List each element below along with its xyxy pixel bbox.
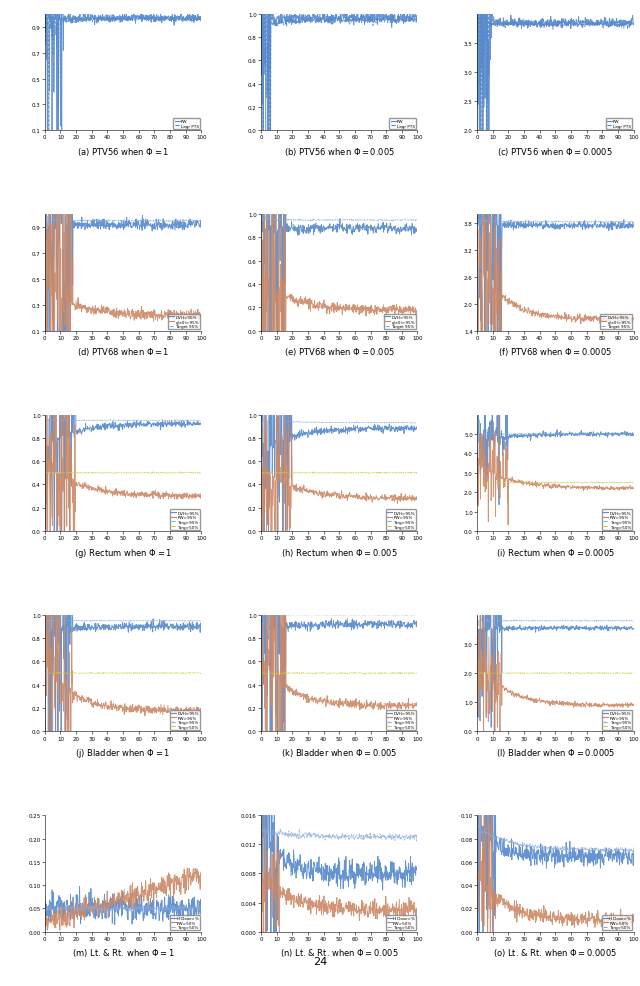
X-axis label: (i) Rectum when $\Phi = 0.0005$: (i) Rectum when $\Phi = 0.0005$: [496, 546, 615, 558]
X-axis label: (e) PTV68 when $\Phi = 0.005$: (e) PTV68 when $\Phi = 0.005$: [284, 346, 395, 358]
X-axis label: (o) Lt. & Rt. when $\Phi = 0.0005$: (o) Lt. & Rt. when $\Phi = 0.0005$: [493, 947, 617, 958]
Legend: H Dose>%, PW>50%, Targ>50%: H Dose>%, PW>50%, Targ>50%: [170, 915, 200, 931]
Legend: DVH>95%, PW>95%, Targ>95%, Targ>50%: DVH>95%, PW>95%, Targ>95%, Targ>50%: [386, 510, 416, 530]
Legend: DVH>95%, PW>95%, Targ>95%, Targ>50%: DVH>95%, PW>95%, Targ>95%, Targ>50%: [602, 510, 632, 530]
X-axis label: (d) PTV68 when $\Phi = 1$: (d) PTV68 when $\Phi = 1$: [77, 346, 170, 358]
X-axis label: (k) Bladder when $\Phi = 0.005$: (k) Bladder when $\Phi = 0.005$: [281, 746, 397, 758]
Legend: H Dose>%, PW>50%, Targ>50%: H Dose>%, PW>50%, Targ>50%: [602, 915, 632, 931]
Legend: DVH>95%, PW>95%, Targ>95%, Targ>50%: DVH>95%, PW>95%, Targ>95%, Targ>50%: [386, 710, 416, 731]
Legend: H Dose>%, PW>50%, Targ>50%: H Dose>%, PW>50%, Targ>50%: [386, 915, 416, 931]
X-axis label: (m) Lt. & Rt. when $\Phi = 1$: (m) Lt. & Rt. when $\Phi = 1$: [72, 947, 175, 958]
Legend: DVH>95%, g(x0)>95%, Target 95%: DVH>95%, g(x0)>95%, Target 95%: [600, 315, 632, 330]
X-axis label: (n) Lt. & Rt. when $\Phi = 0.005$: (n) Lt. & Rt. when $\Phi = 0.005$: [280, 947, 399, 958]
Legend: PW, Lagr PTS: PW, Lagr PTS: [390, 118, 416, 130]
Legend: DVH>95%, PW>95%, Targ>95%, Targ>50%: DVH>95%, PW>95%, Targ>95%, Targ>50%: [170, 710, 200, 731]
Legend: DVH>95%, g(x0)>95%, Target 95%: DVH>95%, g(x0)>95%, Target 95%: [384, 315, 416, 330]
X-axis label: (c) PTV56 when $\Phi = 0.0005$: (c) PTV56 when $\Phi = 0.0005$: [497, 146, 613, 158]
X-axis label: (h) Rectum when $\Phi = 0.005$: (h) Rectum when $\Phi = 0.005$: [281, 546, 397, 558]
X-axis label: (l) Bladder when $\Phi = 0.0005$: (l) Bladder when $\Phi = 0.0005$: [495, 746, 615, 758]
Text: 24: 24: [313, 956, 327, 966]
X-axis label: (a) PTV56 when $\Phi = 1$: (a) PTV56 when $\Phi = 1$: [77, 146, 169, 158]
Legend: PW, Lagr PTS: PW, Lagr PTS: [173, 118, 200, 130]
Legend: DVH>95%, PW>95%, Targ>95%, Targ>50%: DVH>95%, PW>95%, Targ>95%, Targ>50%: [170, 510, 200, 530]
X-axis label: (b) PTV56 when $\Phi = 0.005$: (b) PTV56 when $\Phi = 0.005$: [284, 146, 395, 158]
X-axis label: (f) PTV68 when $\Phi = 0.0005$: (f) PTV68 when $\Phi = 0.0005$: [499, 346, 612, 358]
X-axis label: (j) Bladder when $\Phi = 1$: (j) Bladder when $\Phi = 1$: [76, 746, 171, 759]
X-axis label: (g) Rectum when $\Phi = 1$: (g) Rectum when $\Phi = 1$: [74, 546, 172, 559]
Legend: PW, Lagr PTS: PW, Lagr PTS: [605, 118, 632, 130]
Legend: DVH>95%, g(x0)>95%, Target 95%: DVH>95%, g(x0)>95%, Target 95%: [168, 315, 200, 330]
Legend: DVH>95%, PW>95%, Targ>95%, Targ>50%: DVH>95%, PW>95%, Targ>95%, Targ>50%: [602, 710, 632, 731]
